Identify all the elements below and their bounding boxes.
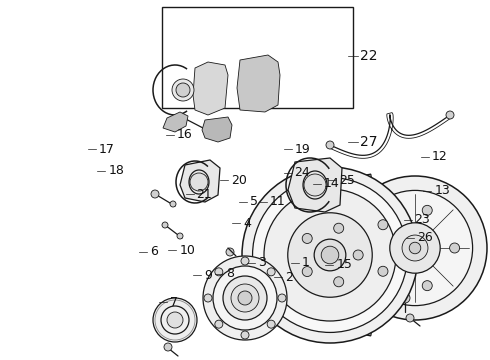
Circle shape xyxy=(355,285,365,295)
Text: 3: 3 xyxy=(258,256,266,269)
Text: 25: 25 xyxy=(339,174,355,186)
Circle shape xyxy=(334,223,343,233)
Text: 16: 16 xyxy=(177,129,193,141)
Text: 1: 1 xyxy=(302,256,310,269)
Text: 24: 24 xyxy=(294,166,310,179)
Text: 13: 13 xyxy=(434,184,450,197)
Circle shape xyxy=(378,220,388,230)
Circle shape xyxy=(343,176,487,320)
Text: 21: 21 xyxy=(196,188,212,201)
Text: 26: 26 xyxy=(417,231,433,244)
Text: 12: 12 xyxy=(432,150,447,163)
Circle shape xyxy=(288,213,372,297)
Circle shape xyxy=(242,167,418,343)
Polygon shape xyxy=(237,55,280,112)
Text: 10: 10 xyxy=(179,244,196,257)
Circle shape xyxy=(353,250,363,260)
Circle shape xyxy=(326,141,334,149)
Circle shape xyxy=(450,243,460,253)
Circle shape xyxy=(422,281,432,291)
Polygon shape xyxy=(202,117,232,142)
Circle shape xyxy=(302,266,312,276)
Circle shape xyxy=(153,298,197,342)
Circle shape xyxy=(400,293,410,303)
Circle shape xyxy=(267,268,275,276)
Text: 8: 8 xyxy=(226,267,234,280)
Text: 11: 11 xyxy=(270,195,286,208)
Circle shape xyxy=(213,266,277,330)
Text: 20: 20 xyxy=(231,174,247,186)
Circle shape xyxy=(304,174,326,196)
Text: 17: 17 xyxy=(98,143,115,156)
Circle shape xyxy=(223,276,267,320)
Circle shape xyxy=(164,343,172,351)
Bar xyxy=(162,7,353,108)
Polygon shape xyxy=(193,62,228,115)
Circle shape xyxy=(378,266,388,276)
Circle shape xyxy=(256,231,264,239)
Circle shape xyxy=(170,201,176,207)
Text: 7: 7 xyxy=(170,296,177,309)
Circle shape xyxy=(204,294,212,302)
Circle shape xyxy=(161,306,189,334)
Circle shape xyxy=(215,268,223,276)
Circle shape xyxy=(226,248,234,256)
Circle shape xyxy=(238,291,252,305)
Circle shape xyxy=(231,284,259,312)
Circle shape xyxy=(264,189,396,321)
Text: 22: 22 xyxy=(360,49,378,63)
Circle shape xyxy=(162,222,168,228)
Circle shape xyxy=(172,79,194,101)
Text: 15: 15 xyxy=(336,258,352,271)
Circle shape xyxy=(344,221,352,229)
Circle shape xyxy=(406,314,414,322)
Text: 5: 5 xyxy=(250,195,258,208)
Circle shape xyxy=(241,331,249,339)
Circle shape xyxy=(334,277,343,287)
Circle shape xyxy=(321,246,339,264)
Circle shape xyxy=(314,239,346,271)
Circle shape xyxy=(278,294,286,302)
Circle shape xyxy=(409,242,421,254)
Text: 23: 23 xyxy=(415,213,430,226)
Circle shape xyxy=(190,173,208,191)
Circle shape xyxy=(446,111,454,119)
Circle shape xyxy=(302,233,312,243)
Text: 2: 2 xyxy=(285,271,293,284)
Text: 6: 6 xyxy=(150,246,158,258)
Polygon shape xyxy=(288,158,342,212)
Circle shape xyxy=(267,320,275,328)
Circle shape xyxy=(422,205,432,215)
Text: 14: 14 xyxy=(324,177,340,190)
Circle shape xyxy=(177,233,183,239)
Circle shape xyxy=(402,235,428,261)
Circle shape xyxy=(215,320,223,328)
Circle shape xyxy=(285,218,293,226)
Text: 19: 19 xyxy=(294,143,310,156)
Circle shape xyxy=(390,223,440,273)
Circle shape xyxy=(167,312,183,328)
Circle shape xyxy=(357,190,472,306)
Circle shape xyxy=(252,177,408,332)
Polygon shape xyxy=(180,160,220,202)
Circle shape xyxy=(176,83,190,97)
Text: 9: 9 xyxy=(204,269,212,282)
Polygon shape xyxy=(163,112,188,132)
Circle shape xyxy=(203,256,287,340)
Circle shape xyxy=(151,190,159,198)
Text: 18: 18 xyxy=(108,165,124,177)
Text: 27: 27 xyxy=(360,135,378,149)
Circle shape xyxy=(241,257,249,265)
Text: 4: 4 xyxy=(243,217,251,230)
